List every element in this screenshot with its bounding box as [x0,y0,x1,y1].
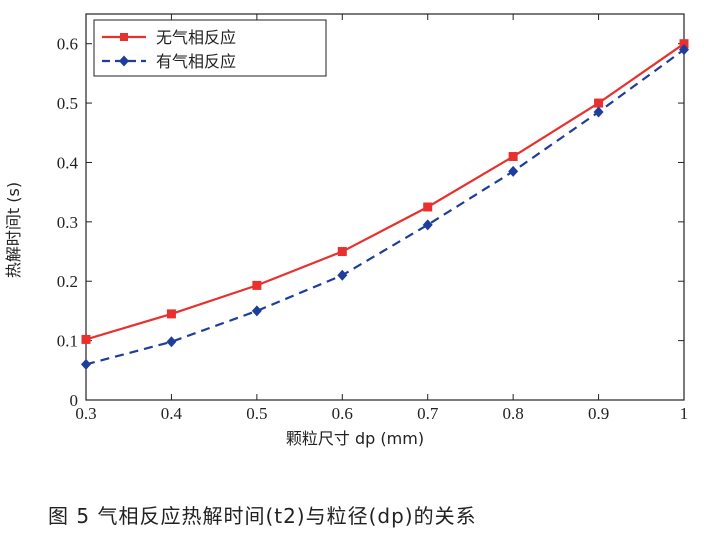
data-point-series-2 [337,269,348,281]
x-tick-label: 0.5 [246,404,267,423]
plot-frame [85,13,685,401]
data-point-series-2 [81,358,91,370]
x-tick-label: 0.8 [503,404,524,423]
data-point-series-1 [166,309,176,319]
x-tick-label: 0.4 [161,404,183,423]
data-point-series-1 [423,202,433,212]
y-axis-label: 热解时间t (s) [4,182,23,278]
x-axis-label: 颗粒尺寸 dp (mm) [286,429,424,448]
data-point-series-1 [81,334,91,344]
y-tick-label: 0.5 [57,94,78,113]
legend-label-2: 有气相反应 [156,52,236,71]
series-line-1 [85,42,685,341]
series-line-2 [85,48,685,366]
x-tick-label: 0.6 [332,404,353,423]
data-point-series-2 [251,305,262,317]
legend-marker-diamond [119,55,129,67]
data-point-series-1 [252,280,262,290]
line-chart: 0.3 0.4 0.5 0.6 0.7 0.8 0.9 1 0 0.1 0.2 0.3 0.4 0.5 0.… [4,13,689,448]
x-tick-label: 1 [680,404,689,423]
y-tick-label: 0.3 [57,213,78,232]
legend-label-1: 无气相反应 [156,28,236,47]
y-tick-label: 0.1 [57,332,78,351]
data-point-series-1 [508,152,518,162]
x-tick-label: 0.7 [417,404,439,423]
data-point-series-2 [679,44,689,56]
legend-marker-square [120,33,128,41]
y-tick-label: 0.2 [57,272,78,291]
x-tick-label: 0.3 [75,404,96,423]
data-point-series-2 [166,336,177,348]
y-tick-label: 0.6 [57,35,78,54]
y-tick-label: 0.4 [57,153,79,172]
x-tick-label: 0.9 [588,404,609,423]
data-point-series-2 [508,165,519,177]
figure-caption: 图 5 气相反应热解时间(t2)与粒径(dp)的关系 [48,504,477,528]
data-point-series-1 [337,247,347,257]
data-point-series-1 [594,98,604,108]
data-point-series-2 [593,106,604,118]
legend-box [93,19,327,77]
data-point-series-2 [422,219,433,231]
y-tick-label: 0 [70,391,79,410]
